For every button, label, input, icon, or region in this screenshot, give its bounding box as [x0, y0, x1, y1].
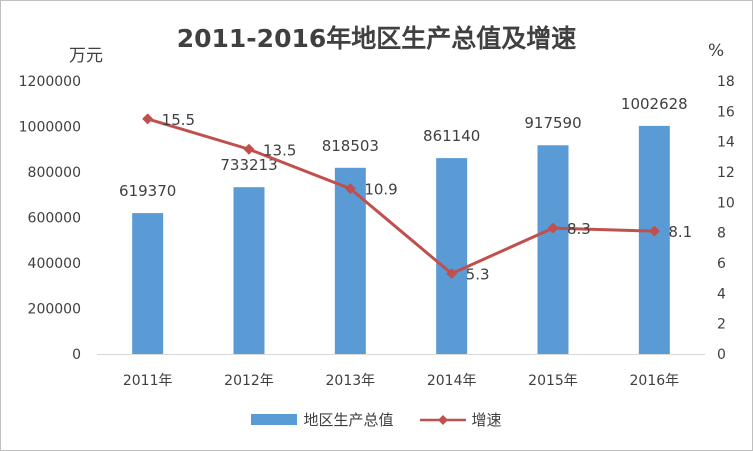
growth-data-label: 13.5 — [263, 141, 296, 159]
bar — [233, 187, 265, 354]
x-axis-tick-label: 2012年 — [224, 373, 274, 389]
chart-title: 2011-2016年地区生产总值及增速 — [176, 24, 577, 53]
growth-data-label: 8.1 — [668, 223, 692, 241]
bar-data-label: 619370 — [119, 182, 176, 200]
growth-point — [243, 143, 255, 155]
right-axis-tick-label: 10 — [717, 195, 735, 211]
x-axis-tick-label: 2016年 — [630, 373, 680, 389]
growth-data-label: 5.3 — [466, 266, 490, 284]
bar-data-label: 861140 — [423, 127, 480, 145]
bar — [436, 158, 468, 354]
right-axis-tick-label: 16 — [717, 104, 735, 120]
right-axis-tick-label: 14 — [717, 135, 735, 151]
right-axis-tick-label: 4 — [717, 286, 726, 302]
right-axis-tick-label: 6 — [717, 256, 726, 272]
growth-point — [648, 225, 660, 237]
x-axis-tick-label: 2013年 — [326, 373, 376, 389]
bar-data-label: 818503 — [322, 137, 379, 155]
left-axis-tick-label: 200000 — [28, 302, 81, 318]
chart-legend: 地区生产总值 增速 — [1, 409, 752, 430]
left-axis-tick-label: 800000 — [28, 165, 81, 181]
left-axis-tick-label: 0 — [72, 347, 81, 363]
left-axis-tick-label: 1000000 — [19, 120, 81, 136]
bar — [132, 213, 164, 354]
growth-point — [446, 268, 458, 280]
bar — [638, 125, 670, 354]
left-axis-tick-label: 1200000 — [19, 74, 81, 90]
legend-bar-label: 地区生产总值 — [303, 411, 394, 429]
left-axis-unit: 万元 — [69, 46, 103, 66]
right-axis-tick-label: 18 — [717, 74, 735, 90]
right-axis-tick-label: 2 — [717, 317, 726, 333]
left-axis-tick-label: 400000 — [28, 256, 81, 272]
growth-data-label: 15.5 — [162, 111, 195, 129]
growth-point — [142, 113, 154, 125]
right-axis-tick-label: 0 — [717, 347, 726, 363]
growth-data-label: 8.3 — [567, 220, 591, 238]
growth-point — [344, 183, 356, 195]
growth-data-label: 10.9 — [364, 181, 397, 199]
x-axis-tick-label: 2015年 — [528, 373, 578, 389]
legend-item-line: 增速 — [419, 409, 502, 430]
growth-line — [147, 117, 655, 276]
bar — [537, 145, 569, 354]
bar-data-label: 1002628 — [621, 95, 688, 113]
right-axis-tick-label: 8 — [717, 226, 726, 242]
right-axis-unit: % — [708, 41, 725, 61]
bar-data-label: 917590 — [524, 114, 581, 132]
bar-data-label: 733213 — [220, 156, 277, 174]
legend-line-swatch — [419, 414, 466, 425]
x-axis-tick-label: 2014年 — [427, 373, 477, 389]
right-axis-tick-label: 12 — [717, 165, 735, 181]
legend-line-label: 增速 — [471, 411, 502, 429]
left-axis-tick-label: 600000 — [28, 211, 81, 227]
bar — [334, 167, 366, 354]
growth-point — [547, 222, 559, 234]
legend-bar-swatch — [251, 414, 298, 425]
legend-item-bar: 地区生产总值 — [251, 409, 394, 430]
x-axis-tick-label: 2011年 — [123, 373, 173, 389]
